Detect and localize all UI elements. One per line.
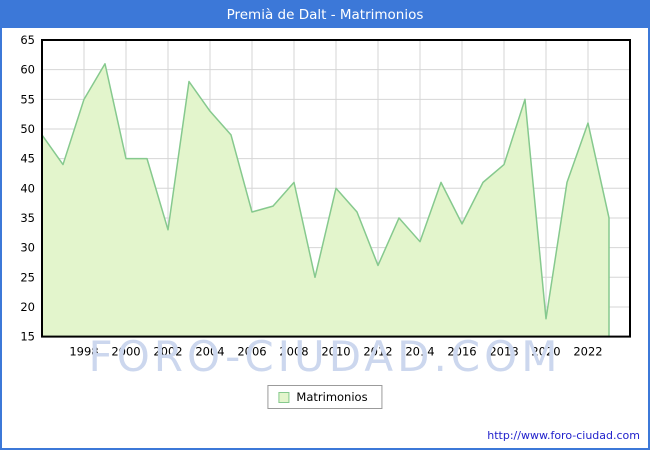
- x-axis-tick-label: 2010: [321, 345, 350, 359]
- y-axis-tick-label: 65: [20, 33, 35, 47]
- y-axis-tick-label: 40: [20, 181, 35, 195]
- plot-border: [41, 39, 631, 338]
- y-axis-tick-label: 20: [20, 300, 35, 314]
- x-axis-tick-label: 2002: [153, 345, 182, 359]
- footer-link[interactable]: http://www.foro-ciudad.com: [487, 429, 640, 442]
- x-axis-tick-label: 2006: [237, 345, 266, 359]
- x-axis-tick-label: 2004: [195, 345, 224, 359]
- y-axis-tick-label: 55: [20, 92, 35, 106]
- x-axis-tick-label: 2020: [531, 345, 560, 359]
- y-axis-tick-label: 30: [20, 241, 35, 255]
- x-axis-tick-label: 2008: [279, 345, 308, 359]
- x-axis-tick-label: 2018: [489, 345, 518, 359]
- area-series-matrimonios: [41, 62, 610, 338]
- legend-swatch-icon: [278, 391, 290, 403]
- x-axis-tick-label: 2000: [111, 345, 140, 359]
- y-axis-tick-label: 25: [20, 270, 35, 284]
- x-axis-tick-label: 2022: [573, 345, 602, 359]
- y-axis-tick-label: 50: [20, 122, 35, 136]
- watermark-text: FORO-CIUDAD.COM: [88, 332, 562, 381]
- y-axis-tick-label: 60: [20, 63, 35, 77]
- x-axis-tick-label: 2016: [447, 345, 476, 359]
- x-axis-tick-label: 2014: [405, 345, 434, 359]
- x-axis-tick-label: 1998: [69, 345, 98, 359]
- legend-label: Matrimonios: [296, 390, 368, 404]
- y-axis-tick-label: 35: [20, 211, 35, 225]
- title-bar: Premià de Dalt - Matrimonios: [2, 2, 648, 28]
- legend: Matrimonios: [267, 385, 383, 409]
- x-axis-tick-label: 2012: [363, 345, 392, 359]
- chart-title: Premià de Dalt - Matrimonios: [226, 7, 424, 23]
- y-axis-tick-label: 45: [20, 152, 35, 166]
- y-axis-tick-label: 15: [20, 330, 35, 344]
